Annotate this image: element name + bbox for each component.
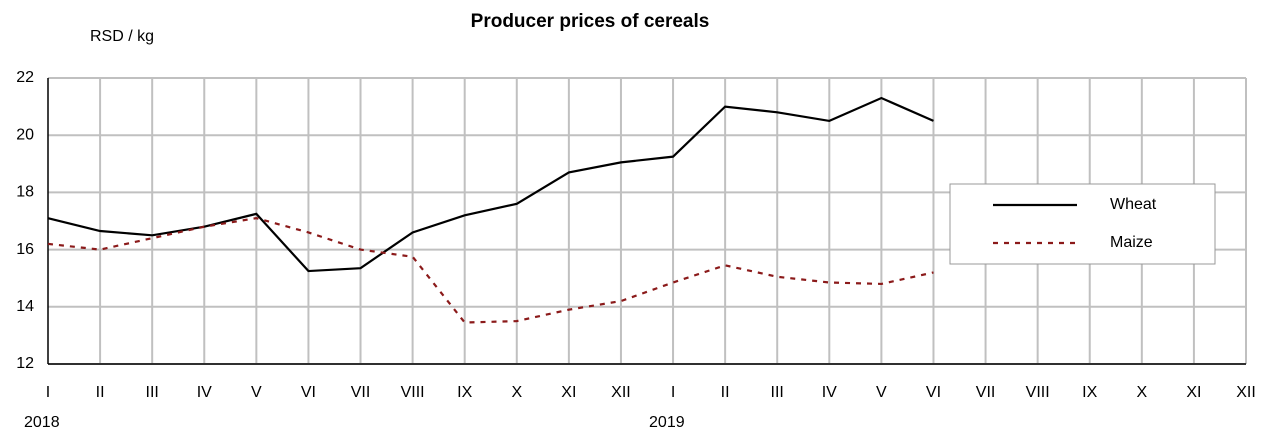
x-tick-label: VIII — [1026, 384, 1050, 401]
x-tick-label: X — [511, 384, 522, 401]
y-tick-label: 14 — [16, 298, 34, 315]
y-tick-label: 18 — [16, 184, 34, 201]
y-tick-label: 12 — [16, 355, 34, 372]
x-tick-label: II — [721, 384, 730, 401]
x-tick-label: XII — [1236, 384, 1256, 401]
x-tick-label: VII — [351, 384, 371, 401]
x-tick-label: IV — [197, 384, 212, 401]
legend-box — [949, 183, 1216, 265]
y-axis-label: RSD / kg — [90, 28, 154, 45]
legend-label: Maize — [1110, 234, 1153, 251]
x-tick-label: II — [96, 384, 105, 401]
year-label: 2019 — [649, 414, 685, 431]
line-series — [47, 96, 934, 273]
y-tick-label: 16 — [16, 241, 34, 258]
x-tick-label: XII — [611, 384, 631, 401]
legend-label: Wheat — [1110, 196, 1157, 213]
x-tick-label: XI — [1186, 384, 1201, 401]
x-tick-label: XI — [561, 384, 576, 401]
x-tick-label: III — [771, 384, 784, 401]
x-tick-label: VI — [301, 384, 316, 401]
x-tick-label: VI — [926, 384, 941, 401]
y-tick-label: 20 — [16, 126, 34, 143]
year-label: 2018 — [24, 414, 60, 431]
x-tick-label: VIII — [401, 384, 425, 401]
x-tick-label: IX — [457, 384, 472, 401]
x-tick-label: III — [146, 384, 159, 401]
x-tick-label: I — [671, 384, 675, 401]
chart-title: Producer prices of cereals — [471, 11, 710, 32]
x-tick-label: IX — [1082, 384, 1097, 401]
x-tick-label: V — [876, 384, 887, 401]
x-tick-label: VII — [976, 384, 996, 401]
x-tick-label: I — [46, 384, 50, 401]
x-tick-label: X — [1136, 384, 1147, 401]
x-tick-label: V — [251, 384, 262, 401]
x-tick-label: IV — [822, 384, 837, 401]
y-tick-label: 22 — [16, 69, 34, 86]
